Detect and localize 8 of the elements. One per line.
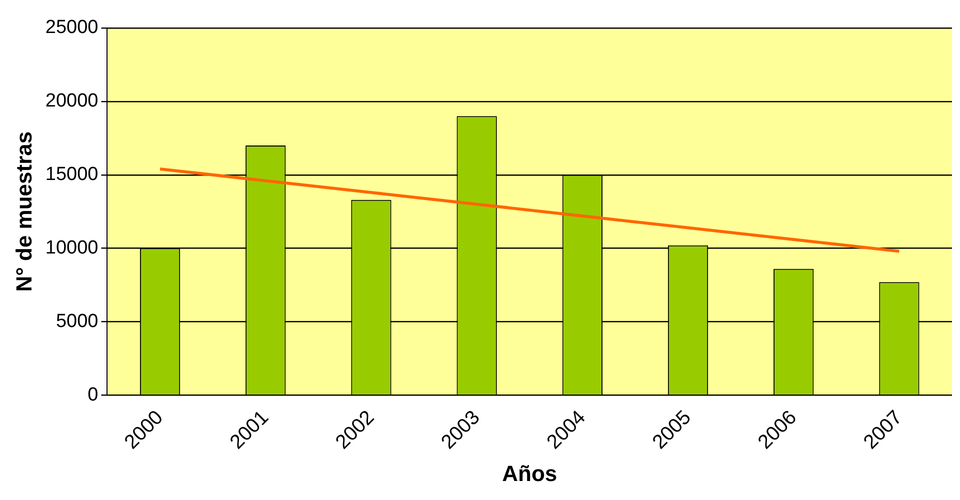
y-tick-label: 15000: [45, 164, 98, 186]
y-axis-title: N° de muestras: [11, 131, 36, 292]
x-axis-title: Años: [502, 460, 558, 486]
y-tick-label: 5000: [56, 310, 98, 332]
y-tick-label: 10000: [45, 238, 98, 259]
y-tick-label: 0: [88, 384, 98, 406]
y-tick-label: 25000: [45, 17, 98, 38]
y-tick-label: 20000: [45, 90, 98, 112]
